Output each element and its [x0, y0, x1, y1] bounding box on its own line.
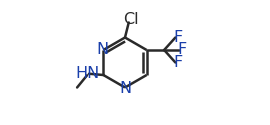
Text: F: F	[177, 42, 187, 58]
Text: N: N	[119, 81, 131, 96]
Text: N: N	[97, 42, 109, 57]
Text: F: F	[174, 30, 183, 45]
Text: HN: HN	[75, 66, 99, 81]
Text: Cl: Cl	[123, 12, 139, 28]
Text: F: F	[174, 55, 183, 70]
